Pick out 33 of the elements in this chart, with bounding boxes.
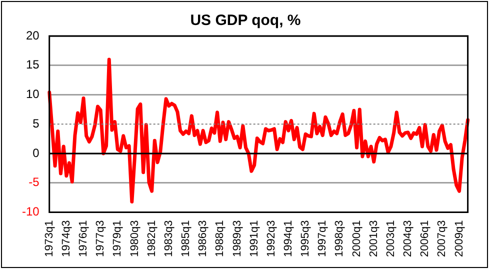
x-tick-label: 1983q3 (162, 220, 175, 258)
y-tick-label: -10 (22, 204, 40, 219)
x-tick-label: 2004q3 (402, 220, 414, 258)
x-tick-label: 1976q1 (78, 220, 90, 258)
x-tick-label: 1979q1 (112, 220, 124, 258)
x-tick-label: 1985q1 (180, 220, 192, 258)
x-tick-label: 1995q3 (300, 220, 312, 258)
x-tick-label: 1974q3 (60, 220, 72, 258)
x-tick-label: 1997q1 (316, 220, 329, 258)
x-tick-label: 1977q3 (94, 220, 107, 258)
x-tick-label: 1980q3 (128, 220, 141, 258)
y-tick-label: 0 (32, 146, 40, 160)
x-tick-label: 1988q1 (214, 220, 226, 258)
x-tick-label: 1994q1 (282, 220, 294, 258)
x-tick-label: 2003q1 (384, 220, 397, 258)
y-tick-label: 10 (26, 87, 40, 102)
x-tick-label: 1986q3 (197, 220, 210, 258)
x-tick-label: 2007q3 (436, 220, 448, 258)
x-tick-label: 2006q1 (419, 220, 432, 258)
y-tick-label: -5 (28, 175, 40, 190)
y-tick-label: 5 (32, 116, 40, 130)
x-tick-label: 1989q3 (231, 220, 244, 258)
x-tick-label: 1998q3 (334, 220, 346, 258)
y-tick-label: 15 (26, 58, 40, 72)
x-tick-label: 1992q3 (265, 220, 278, 258)
x-tick-label: 1973q1 (43, 220, 56, 258)
y-tick-label: 20 (26, 28, 40, 42)
x-tick-label: 2000q1 (350, 220, 363, 258)
chart-title: US GDP qoq, % (189, 12, 302, 29)
x-tick-label: 2009q1 (453, 220, 466, 258)
x-tick-label: 1991q1 (248, 220, 260, 258)
x-tick-label: 1982q1 (146, 220, 158, 258)
x-tick-label: 2001q3 (368, 220, 380, 258)
